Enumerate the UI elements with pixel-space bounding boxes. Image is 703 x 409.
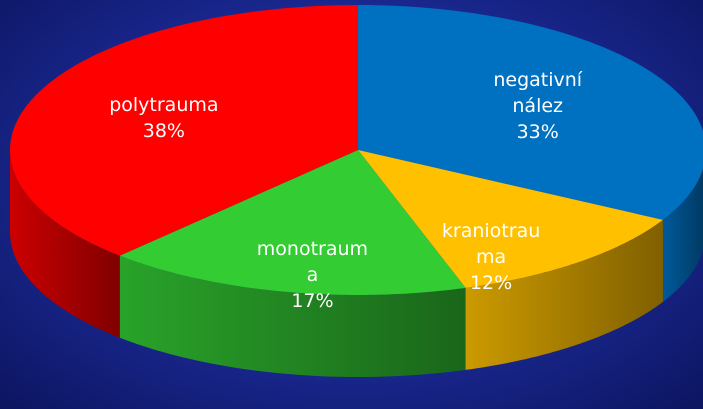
slice-label: negativní nález 33%: [482, 67, 594, 145]
value-label: 33%: [516, 120, 559, 143]
slice: [119, 150, 466, 295]
value-label: 38%: [142, 119, 185, 142]
category-label: polytrauma: [109, 93, 219, 116]
slice: [10, 5, 359, 256]
slice: [358, 150, 663, 288]
category-label: negativní nález: [493, 68, 583, 117]
category-label: kraniotrauma: [441, 220, 541, 269]
slice-side: [10, 150, 120, 338]
slice-side: [119, 255, 466, 377]
category-label: monotrauma: [256, 237, 369, 286]
value-label: 17%: [291, 289, 334, 312]
slice-side: [465, 219, 663, 370]
slice-label: kraniotrauma 12%: [435, 218, 547, 296]
slice: [358, 5, 703, 220]
slice-label: monotrauma 17%: [256, 236, 368, 314]
value-label: 12%: [469, 272, 513, 295]
slice-label: polytrauma 38%: [108, 92, 220, 144]
slice-side: [662, 168, 703, 302]
